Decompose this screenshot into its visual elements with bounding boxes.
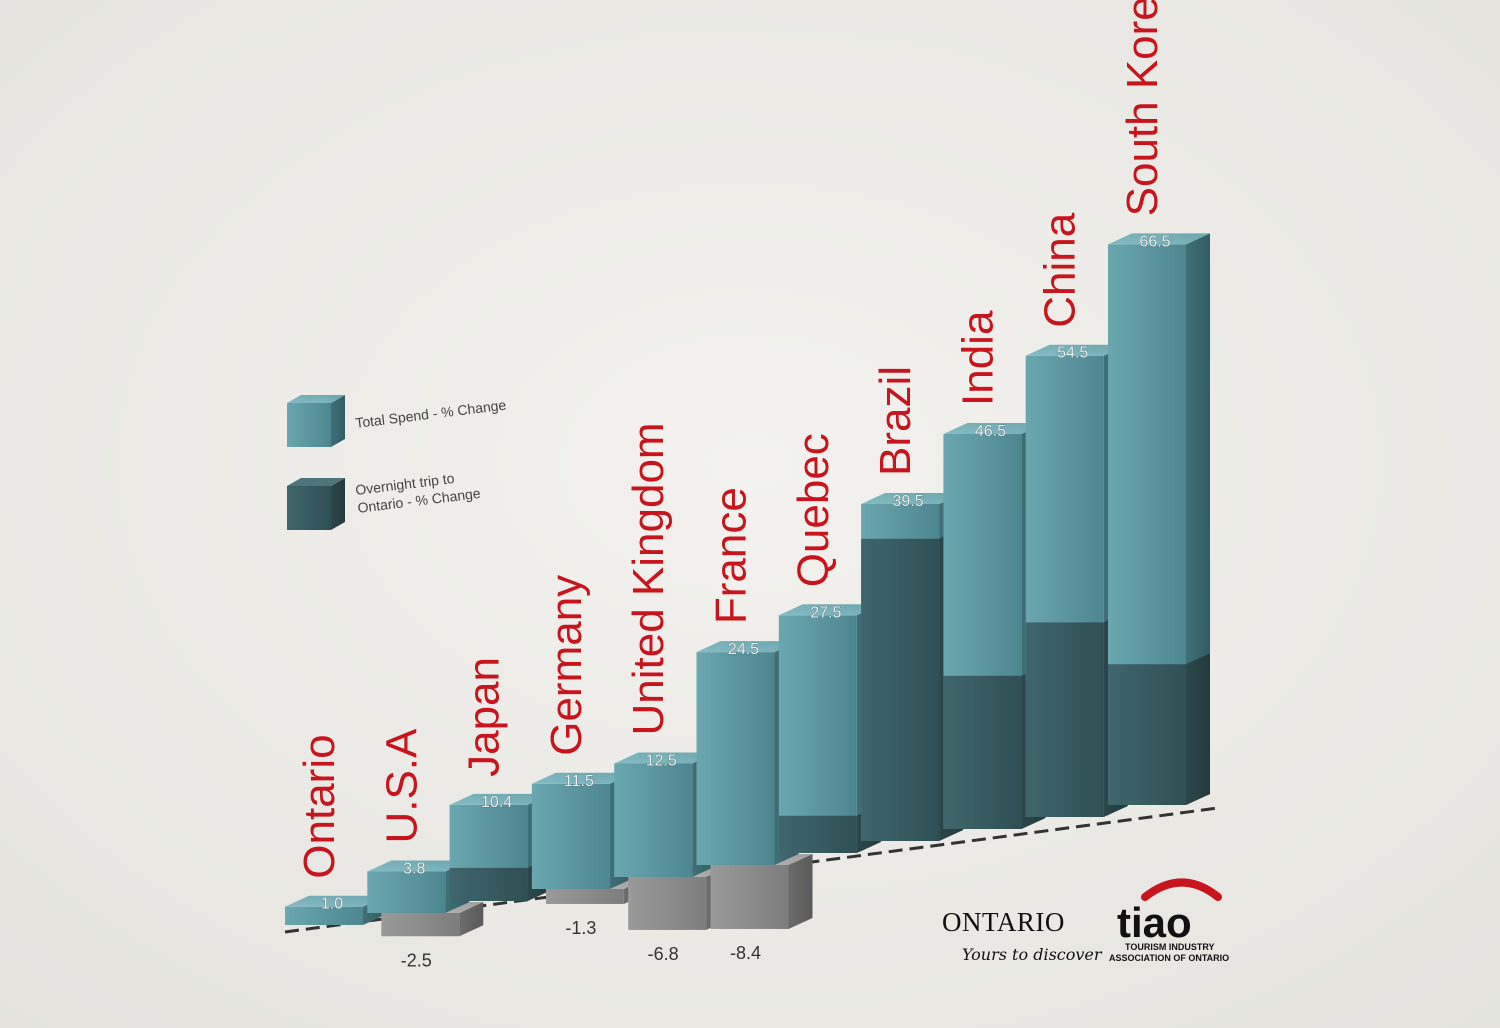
- total-bar-ontario-front: [285, 906, 363, 925]
- legend-swatch-overnight-top: [287, 478, 345, 486]
- total-bar-brazil-top: [861, 492, 964, 504]
- tiao-logo-name: tiao: [1117, 899, 1192, 946]
- total-value-label: 66.5: [1139, 233, 1170, 250]
- category-label-south-korea: South Korea: [1118, 0, 1167, 216]
- overnight-bar-quebec-front: [778, 815, 857, 853]
- overnight-bar-south-korea-side: [1186, 653, 1210, 805]
- total-value-label: 3.8: [403, 861, 425, 878]
- total-bar-united-kingdom-front: [614, 763, 693, 877]
- total-value-label: 39.5: [893, 493, 924, 510]
- overnight-bar-japan-front: [449, 867, 528, 901]
- total-bar-quebec-top: [778, 604, 881, 616]
- total-value-label: 10.4: [481, 794, 512, 811]
- category-label-united-kingdom: United Kingdom: [624, 422, 673, 735]
- tiao-arc-icon: [1141, 878, 1222, 901]
- legend-swatch-overnight-front: [287, 486, 331, 530]
- total-bar-france-top: [696, 641, 799, 653]
- ontario-logo-name: ONTARIO: [942, 907, 1065, 937]
- bar-south-korea: 66.5: [1108, 233, 1210, 805]
- total-bar-south-korea-top: [1108, 233, 1210, 245]
- total-bar-ontario-top: [285, 895, 387, 907]
- overnight-negative-bar-u-s-a-front: [381, 913, 460, 937]
- total-bar-germany-top: [531, 772, 634, 784]
- tiao-logo-line1: TOURISM INDUSTRY: [1125, 942, 1215, 952]
- category-label-u-s-a: U.S.A: [377, 728, 426, 844]
- total-value-label: 24.5: [728, 641, 759, 658]
- overnight-negative-bar-germany-front: [545, 889, 624, 904]
- bar-france: 24.5 -8.4: [696, 641, 813, 963]
- overnight-bar-brazil-front: [861, 538, 940, 841]
- category-labels: Ontario U.S.A Japan Germany United Kingdom Fr…: [295, 0, 1167, 879]
- overnight-value-label: -8.4: [730, 943, 761, 963]
- overnight-bar-south-korea-front: [1108, 664, 1186, 805]
- total-value-label: 54.5: [1057, 345, 1088, 362]
- category-label-ontario: Ontario: [295, 734, 344, 878]
- total-bar-india-top: [943, 422, 1046, 434]
- overnight-negative-bar-france-front: [710, 865, 789, 929]
- total-bar-quebec-front: [778, 615, 857, 853]
- total-bar-china-top: [1025, 344, 1128, 356]
- legend-swatch-total-side: [331, 395, 345, 447]
- legend-swatch-overnight-side: [331, 478, 345, 530]
- legend-swatch-total: [287, 395, 345, 447]
- total-value-label: 1.0: [321, 896, 343, 913]
- category-label-brazil: Brazil: [871, 366, 920, 476]
- legend-swatch-total-front: [287, 403, 331, 447]
- total-bar-france-front: [696, 652, 775, 865]
- total-value-label: 11.5: [564, 773, 594, 790]
- tiao-logo-line2: ASSOCIATION OF ONTARIO: [1109, 953, 1229, 963]
- overnight-bar-india-front: [943, 675, 1022, 829]
- total-bar-u-s-a-front: [367, 871, 446, 913]
- total-bar-u-s-a-top: [367, 860, 470, 872]
- overnight-negative-bar-france-side: [788, 854, 813, 929]
- legend-swatch-overnight: [287, 478, 345, 530]
- bars-group: 1.0 3.8 -2.5 10.4 11.5 -1.3 12.5 -6.8 24.5 -8.4 27…: [285, 233, 1210, 970]
- overnight-bar-china-front: [1025, 622, 1104, 817]
- category-label-india: India: [953, 310, 1002, 406]
- total-value-label: 46.5: [975, 423, 1006, 440]
- ontario-logo: ONTARIO Yours to discover: [942, 907, 1103, 964]
- overnight-negative-bar-u-s-a-side: [459, 902, 484, 937]
- legend-swatch-total-top: [287, 395, 345, 403]
- overnight-value-label: -1.3: [565, 918, 596, 938]
- tiao-logo: tiao TOURISM INDUSTRY ASSOCIATION OF ONT…: [1109, 878, 1229, 963]
- overnight-negative-bar-united-kingdom-front: [628, 877, 707, 930]
- category-label-china: China: [1036, 212, 1085, 327]
- category-label-japan: Japan: [460, 657, 509, 777]
- category-label-france: France: [707, 487, 756, 624]
- total-bar-germany-front: [531, 783, 610, 889]
- category-label-germany: Germany: [542, 575, 591, 756]
- ontario-logo-tagline: Yours to discover: [962, 945, 1103, 964]
- total-bar-united-kingdom-top: [614, 752, 717, 764]
- overnight-value-label: -6.8: [648, 944, 679, 964]
- total-value-label: 12.5: [646, 753, 677, 770]
- total-value-label: 27.5: [810, 604, 841, 621]
- bar-u-s-a: 3.8 -2.5: [367, 860, 484, 970]
- total-bar-japan-top: [449, 793, 552, 805]
- category-label-quebec: Quebec: [789, 433, 838, 587]
- overnight-value-label: -2.5: [401, 950, 432, 970]
